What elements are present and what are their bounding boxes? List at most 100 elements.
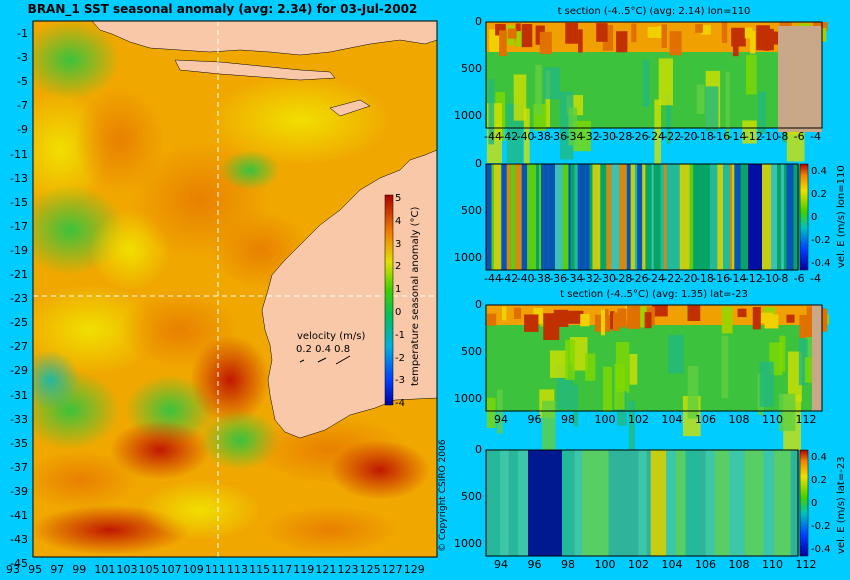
section-x-tick-label: -36 <box>549 272 568 285</box>
lat-tick-label: -29 <box>10 364 28 378</box>
lon-tick-label: 115 <box>249 563 271 576</box>
lat-tick-label: -9 <box>17 123 28 137</box>
velocity-colorbar-label: vel. E (m/s) lat=-23 <box>836 456 847 554</box>
lon-tick-label: 129 <box>403 563 425 576</box>
section-x-tick-label: -4 <box>810 272 821 285</box>
lon-tick-label: 123 <box>337 563 359 576</box>
lat-tick-label: -45 <box>10 557 28 571</box>
lat-tick-label: -19 <box>10 243 28 257</box>
lat-tick-label: -25 <box>10 316 28 330</box>
depth-tick-label: 1000 <box>454 251 482 264</box>
section-x-tick-label: -16 <box>712 130 731 143</box>
velocity-colorbar-tick: 0.4 <box>811 166 827 177</box>
section-x-tick-label: 100 <box>594 413 616 426</box>
section-x-tick-label: -10 <box>761 272 780 285</box>
velocity-colorbar-tick: -0.4 <box>811 258 831 269</box>
velocity-colorbar-label: vel. E (m/s) lon=110 <box>836 165 847 268</box>
lon-tick-label: 101 <box>94 563 116 576</box>
lat-tick-label: -43 <box>10 533 28 547</box>
section-x-tick-label: 108 <box>728 558 750 571</box>
section-x-tick-label: -14 <box>728 130 747 143</box>
section-x-tick-label: -40 <box>516 130 535 143</box>
section-x-tick-label: -30 <box>598 272 617 285</box>
section-x-tick-label: 110 <box>762 558 783 571</box>
section-x-tick-label: -34 <box>565 272 584 285</box>
lat-tick-label: -41 <box>10 509 28 522</box>
depth-tick-label: 500 <box>461 62 482 75</box>
section-x-tick-label: 102 <box>628 413 649 426</box>
lon-tick-label: 103 <box>116 563 138 576</box>
section-x-tick-label: 94 <box>494 558 508 571</box>
section-x-tick-label: -10 <box>761 130 780 143</box>
depth-tick-label: 0 <box>475 443 482 456</box>
velocity-colorbar-tick: -0.4 <box>811 544 831 555</box>
lat-tick-label: -37 <box>10 460 28 474</box>
section-x-tick-label: 96 <box>527 413 542 426</box>
section-x-tick-label: -40 <box>516 272 535 285</box>
velocity-colorbar-tick: -0.2 <box>811 521 831 532</box>
lat-tick-label: -35 <box>10 436 28 450</box>
section-panel-title: t section (-4..5°C) (avg: 1.35) lat=-23 <box>560 289 748 300</box>
depth-tick-label: 0 <box>475 157 482 170</box>
depth-tick-label: 0 <box>475 298 482 311</box>
lat-tick-label: -7 <box>17 99 28 113</box>
section-x-tick-label: -6 <box>793 130 805 143</box>
section-x-tick-label: 100 <box>594 558 616 571</box>
section-x-tick-label: -32 <box>581 272 600 285</box>
section-x-tick-label: -44 <box>484 130 502 143</box>
lat-tick-label: -13 <box>10 171 28 185</box>
lat-tick-label: -5 <box>17 75 28 89</box>
section-x-tick-label: -26 <box>630 130 649 143</box>
section-x-tick-label: -18 <box>695 272 714 285</box>
lat-tick-label: -39 <box>10 484 28 498</box>
section-x-tick-label: -42 <box>500 130 519 143</box>
lat-tick-label: -33 <box>10 412 28 426</box>
lat-tick-label: -15 <box>10 195 28 209</box>
depth-tick-label: 1000 <box>454 537 482 550</box>
section-x-tick-label: 108 <box>728 413 750 426</box>
velocity-colorbar-tick: 0.2 <box>811 189 827 200</box>
lon-tick-label: 109 <box>182 563 204 576</box>
section-x-tick-label: -20 <box>679 272 698 285</box>
lon-tick-label: 127 <box>381 563 403 576</box>
velocity-colorbar-tick: 0 <box>811 498 818 509</box>
section-x-tick-label: 102 <box>628 558 649 571</box>
colorbar-tick-label: 5 <box>395 193 402 204</box>
timor-land <box>329 99 371 117</box>
section-x-tick-label: 98 <box>561 558 575 571</box>
section-x-tick-label: -16 <box>712 272 731 285</box>
lat-tick-label: -31 <box>10 388 28 402</box>
indonesia-land <box>91 20 438 56</box>
section-panel-2 <box>485 163 800 271</box>
lon-tick-label: 105 <box>138 563 160 576</box>
main-title: BRAN_1 SST seasonal anomaly (avg: 2.34) … <box>27 2 418 16</box>
velocity-colorbar-tick: -0.2 <box>811 235 831 246</box>
section-x-tick-label: 98 <box>561 413 575 426</box>
section-x-tick-label: -22 <box>663 130 682 143</box>
lon-tick-label: 97 <box>50 563 65 576</box>
velocity-colorbar <box>799 449 809 557</box>
velocity-colorbar-tick: 0.2 <box>811 475 827 486</box>
section-panel-title: t section (-4..5°C) (avg: 2.14) lon=110 <box>557 6 751 17</box>
section-x-tick-label: -32 <box>581 130 600 143</box>
velocity-colorbar <box>799 163 809 271</box>
depth-tick-label: 1000 <box>454 109 482 122</box>
section-x-tick-label: -30 <box>598 130 617 143</box>
velocity-colorbar-tick: 0 <box>811 212 818 223</box>
section-x-tick-label: 112 <box>795 413 817 426</box>
section-x-tick-label: -28 <box>614 272 633 285</box>
section-x-tick-label: 104 <box>661 558 683 571</box>
lon-tick-label: 125 <box>359 563 381 576</box>
section-x-tick-label: -36 <box>549 130 568 143</box>
lon-tick-label: 119 <box>293 563 315 576</box>
section-panel-3 <box>485 304 830 469</box>
lon-tick-label: 107 <box>160 563 182 576</box>
lat-tick-label: -17 <box>10 219 28 233</box>
depth-tick-label: 0 <box>475 15 482 28</box>
lon-tick-label: 113 <box>227 563 248 576</box>
lat-tick-label: -3 <box>17 51 28 65</box>
lat-tick-label: -23 <box>10 292 28 306</box>
section-x-tick-label: 104 <box>661 413 683 426</box>
sst-colorbar <box>384 194 394 406</box>
lon-tick-label: 99 <box>72 563 87 576</box>
